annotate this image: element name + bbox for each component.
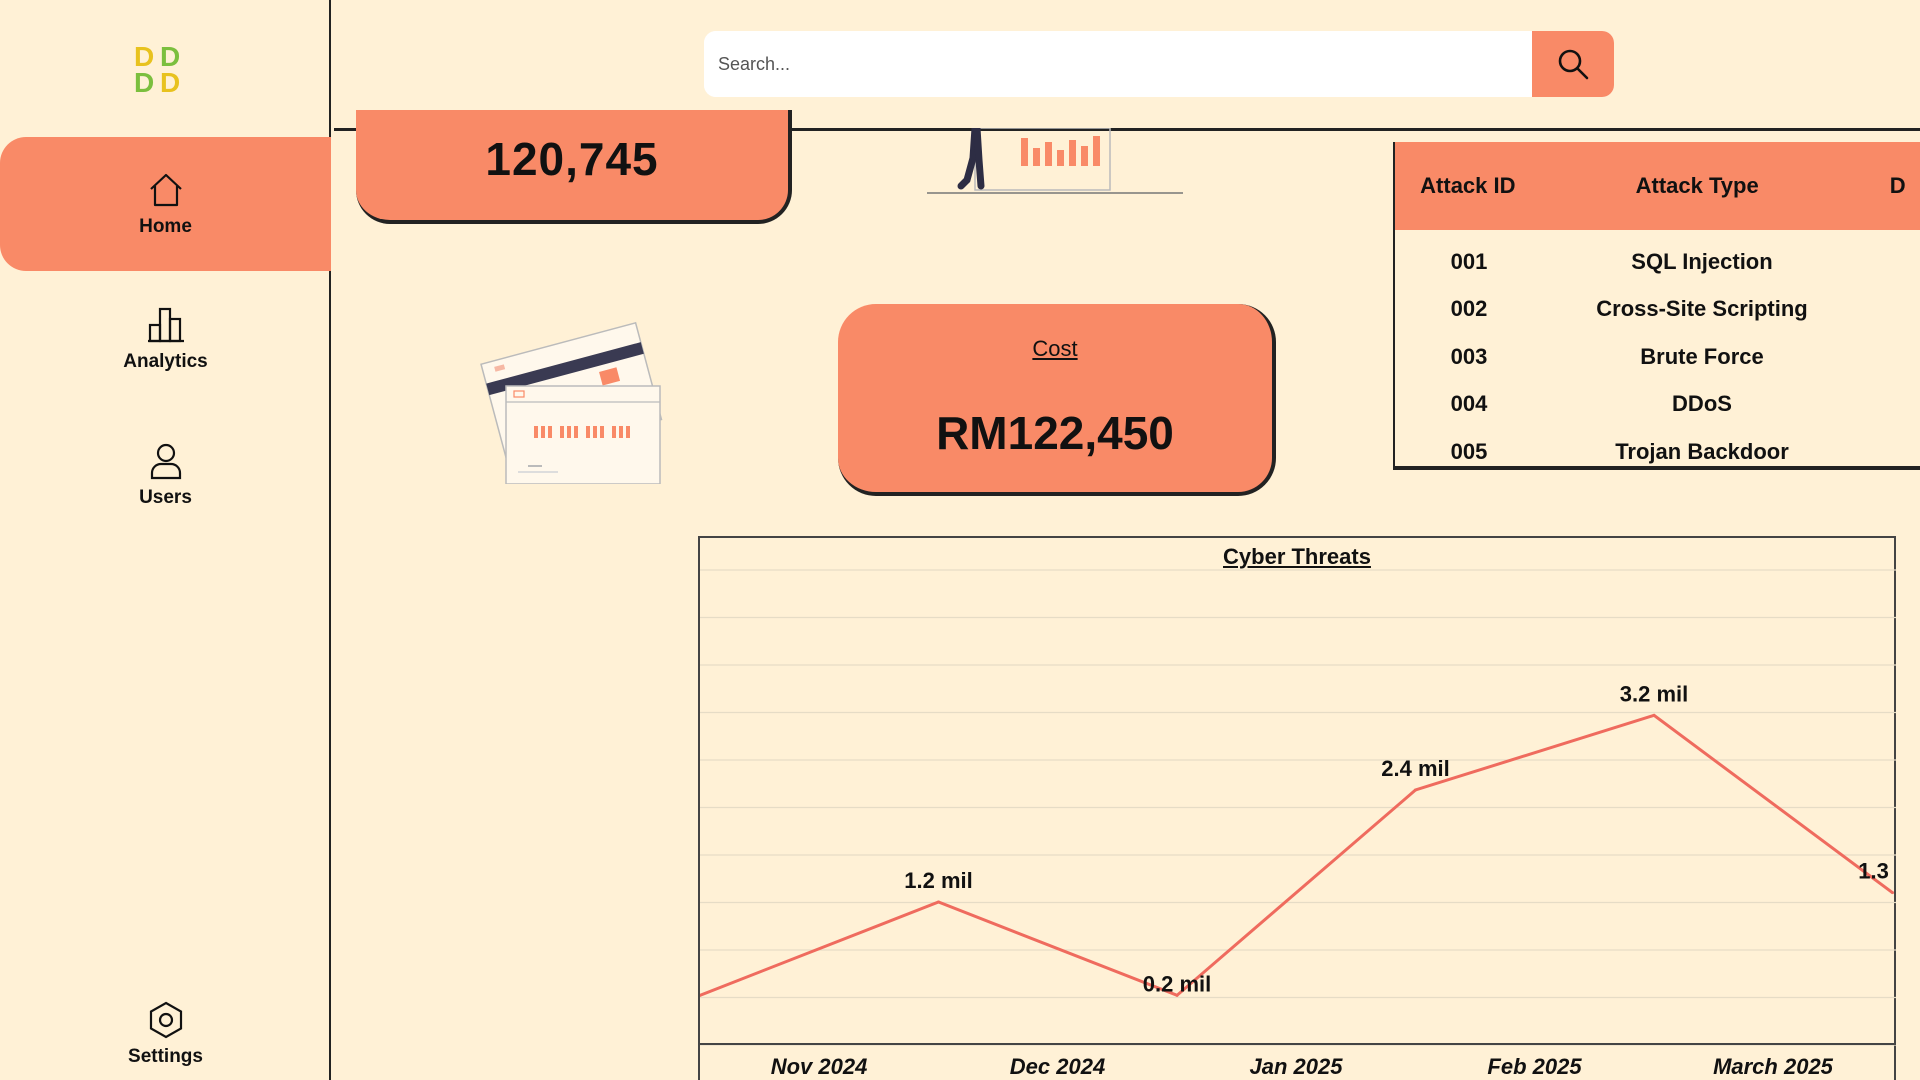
cell-attack-type: Trojan Backdoor: [1615, 438, 1789, 464]
data-label: 1.2 mil: [904, 868, 972, 893]
data-point: [937, 900, 940, 904]
cell-attack-id: 004: [1450, 391, 1488, 417]
cell-attack-id: 002: [1450, 296, 1488, 322]
header-divider: [334, 128, 1920, 131]
column-header-truncated[interactable]: D: [1889, 173, 1906, 198]
search-bar: [704, 31, 1614, 97]
sidebar: D D D D Home Analytics Users Setti: [0, 0, 331, 1080]
sidebar-item-label: Analytics: [123, 351, 208, 372]
cost-card-title[interactable]: Cost: [1032, 336, 1078, 361]
sidebar-item-label: Settings: [128, 1046, 203, 1067]
data-point: [1414, 788, 1417, 792]
sidebar-item-label: Users: [139, 487, 192, 508]
svg-text:D: D: [134, 67, 154, 96]
sidebar-item-settings[interactable]: Settings: [0, 967, 331, 1080]
column-header-attack-type[interactable]: Attack Type: [1635, 173, 1759, 198]
data-point: [1891, 891, 1894, 895]
column-header-attack-id[interactable]: Attack ID: [1420, 173, 1516, 198]
table-row[interactable]: 003 Brute Force: [1395, 333, 1920, 381]
line-chart: 1.2 mil 0.2 mil 2.4 mil 3.2 mil 1.3 mil Nov 2…: [700, 569, 1896, 1079]
cost-card: Cost RM122,450: [838, 304, 1276, 496]
sidebar-item-label: Home: [139, 216, 192, 237]
x-tick-label: Dec 2024: [1010, 1054, 1105, 1079]
table-row[interactable]: 005 Trojan Backdoor: [1395, 428, 1920, 466]
stat-card-value: 120,745: [485, 133, 659, 185]
search-input[interactable]: [704, 31, 1532, 97]
person-chart-illustration-icon: [927, 128, 1183, 194]
svg-text:D: D: [160, 67, 180, 96]
x-tick-label: Feb 2025: [1487, 1054, 1582, 1079]
gear-icon: [149, 1001, 182, 1039]
data-label: 1.3 mil: [1858, 859, 1896, 884]
search-button[interactable]: [1532, 31, 1614, 97]
home-icon: [149, 173, 182, 207]
cell-attack-type: Brute Force: [1640, 343, 1764, 369]
attack-table: Attack ID Attack Type D 001 SQL Injectio…: [1393, 142, 1920, 470]
bar-chart-icon: [147, 307, 184, 343]
table-row[interactable]: 004 DDoS: [1395, 381, 1920, 429]
sidebar-item-home[interactable]: Home: [0, 137, 331, 271]
data-label: 0.2 mil: [1143, 971, 1211, 996]
cell-attack-id: 001: [1450, 248, 1488, 274]
search-icon: [1558, 49, 1589, 80]
cell-attack-type: SQL Injection: [1631, 248, 1773, 274]
cell-attack-type: Cross-Site Scripting: [1596, 296, 1808, 322]
cell-attack-id: 003: [1450, 343, 1488, 369]
x-tick-label: Jan 2025: [1250, 1054, 1344, 1079]
dddd-logo-icon[interactable]: D D D D: [134, 42, 186, 96]
credit-card-illustration-icon: [480, 321, 663, 484]
data-point: [1652, 713, 1656, 717]
cell-attack-id: 005: [1450, 438, 1488, 464]
svg-text:D: D: [134, 42, 154, 72]
stat-card-top: 120,745: [356, 110, 792, 224]
chart-title: Cyber Threats: [1223, 544, 1371, 569]
svg-text:D: D: [160, 42, 180, 72]
sidebar-item-users[interactable]: Users: [0, 408, 331, 542]
data-point: [700, 993, 702, 997]
data-label: 2.4 mil: [1381, 756, 1449, 781]
cyber-threats-chart: 1.2 mil 0.2 mil 2.4 mil 3.2 mil 1.3 mil Nov 2…: [698, 536, 1896, 1080]
x-tick-label: March 2025: [1713, 1054, 1834, 1079]
sidebar-item-analytics[interactable]: Analytics: [0, 272, 331, 406]
data-point: [1175, 993, 1179, 997]
table-row[interactable]: 002 Cross-Site Scripting: [1395, 286, 1920, 334]
x-tick-label: Nov 2024: [771, 1054, 868, 1079]
user-icon: [150, 443, 181, 480]
table-header: Attack ID Attack Type D: [1395, 142, 1920, 230]
table-row[interactable]: 001 SQL Injection: [1395, 238, 1920, 286]
series-line: [700, 713, 1894, 998]
cell-attack-type: DDoS: [1672, 391, 1732, 417]
cost-card-value: RM122,450: [936, 407, 1174, 459]
data-label: 3.2 mil: [1620, 681, 1688, 706]
